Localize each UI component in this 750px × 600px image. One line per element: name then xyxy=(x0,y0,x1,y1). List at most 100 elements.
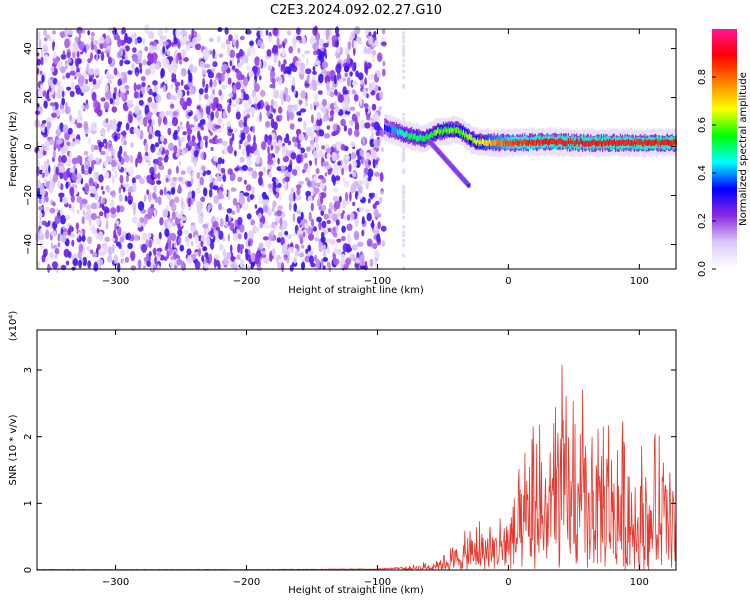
noise-blob xyxy=(297,117,303,122)
noise-blob xyxy=(72,258,79,267)
noise-blob xyxy=(52,50,57,59)
noise-blob xyxy=(72,50,76,59)
noise-blob xyxy=(78,259,82,269)
noise-blob xyxy=(186,127,193,135)
signal-cell xyxy=(386,125,388,132)
signal-cell xyxy=(450,126,452,133)
noise-blob xyxy=(340,212,344,219)
colorbar-tick-label: 0.0 xyxy=(697,261,708,277)
noise-blob xyxy=(77,109,82,119)
noise-blob xyxy=(269,253,273,262)
colorbar-tick-label: 0.6 xyxy=(697,117,708,133)
noise-blob xyxy=(231,103,238,108)
noise-blob xyxy=(219,217,224,228)
noise-blob xyxy=(170,84,174,89)
noise-blob xyxy=(238,119,245,128)
noise-blob xyxy=(331,35,338,43)
noise-blob xyxy=(50,76,54,81)
noise-blob xyxy=(240,88,245,93)
noise-blob xyxy=(216,163,221,172)
noise-blob xyxy=(59,197,63,203)
signal-cell xyxy=(497,138,499,145)
noise-blob xyxy=(233,128,238,133)
noise-blob xyxy=(41,220,47,226)
noise-blob xyxy=(297,142,301,150)
noise-blob xyxy=(339,33,342,43)
signal-cell xyxy=(607,140,610,147)
noise-blob xyxy=(163,84,166,93)
snr-frame xyxy=(36,329,677,571)
noise-blob xyxy=(36,58,41,66)
noise-blob xyxy=(158,231,162,240)
noise-blob xyxy=(255,156,260,165)
noise-blob xyxy=(117,37,122,48)
noise-blob xyxy=(171,203,177,212)
noise-blob xyxy=(60,108,65,114)
noise-blob xyxy=(61,97,66,106)
noise-blob xyxy=(102,197,106,204)
signal-cell xyxy=(486,140,489,147)
figure-title: C2E3.2024.092.02.27.G10 xyxy=(270,3,442,18)
noise-blob xyxy=(280,165,286,171)
branch-cell xyxy=(467,183,470,187)
noise-blob xyxy=(229,49,236,59)
noise-blob xyxy=(293,89,296,96)
noise-blob xyxy=(214,232,219,237)
noise-blob xyxy=(86,245,91,251)
noise-blob xyxy=(71,205,75,213)
signal-cell xyxy=(558,138,560,145)
signal-cell xyxy=(388,125,391,132)
noise-blob xyxy=(351,39,354,49)
signal-cell xyxy=(637,139,639,145)
noise-blob xyxy=(47,220,51,226)
noise-blob xyxy=(179,97,185,107)
noise-blob xyxy=(316,230,319,239)
noise-blob xyxy=(159,189,164,196)
noise-blob xyxy=(118,152,122,163)
noise-blob xyxy=(97,258,104,266)
noise-blob xyxy=(90,144,95,153)
noise-blob xyxy=(372,158,376,169)
noise-blob xyxy=(49,180,55,188)
noise-blob xyxy=(195,187,201,195)
noise-blob xyxy=(270,98,274,108)
noise-blob xyxy=(113,229,117,238)
noise-blob xyxy=(267,146,270,154)
noise-blob xyxy=(265,29,269,36)
noise-blob xyxy=(343,65,350,73)
noise-blob xyxy=(269,83,276,89)
noise-blob xyxy=(275,216,280,223)
noise-blob xyxy=(320,204,327,212)
noise-blob xyxy=(38,179,41,188)
noise-blob xyxy=(208,253,213,264)
noise-blob xyxy=(309,255,314,265)
noise-blob xyxy=(69,233,76,239)
noise-blob xyxy=(93,99,99,108)
noise-blob xyxy=(87,260,92,269)
noise-blob xyxy=(179,244,185,252)
snr-y-tick-label: 3 xyxy=(23,367,34,373)
signal-cell xyxy=(557,139,559,146)
signal-cell xyxy=(498,139,500,145)
noise-blob xyxy=(97,49,102,55)
noise-blob xyxy=(81,234,86,242)
noise-blob xyxy=(168,142,174,152)
signal-cell xyxy=(556,139,558,146)
signal-cell xyxy=(626,139,629,146)
noise-blob xyxy=(190,176,194,185)
signal-cell xyxy=(656,138,658,145)
noise-blob xyxy=(379,137,385,142)
signal-cell xyxy=(387,126,390,133)
noise-blob xyxy=(340,235,346,242)
noise-blob xyxy=(243,115,248,124)
noise-blob xyxy=(334,74,337,85)
signal-cell xyxy=(652,139,655,146)
signal-cell xyxy=(622,138,624,145)
noise-blob xyxy=(62,230,69,236)
noise-blob xyxy=(377,213,382,218)
noise-blob xyxy=(231,65,236,71)
noise-blob xyxy=(254,204,258,209)
noise-blob xyxy=(402,63,406,68)
noise-blob xyxy=(66,158,72,168)
colorbar-tick-label: 0.8 xyxy=(697,69,708,85)
